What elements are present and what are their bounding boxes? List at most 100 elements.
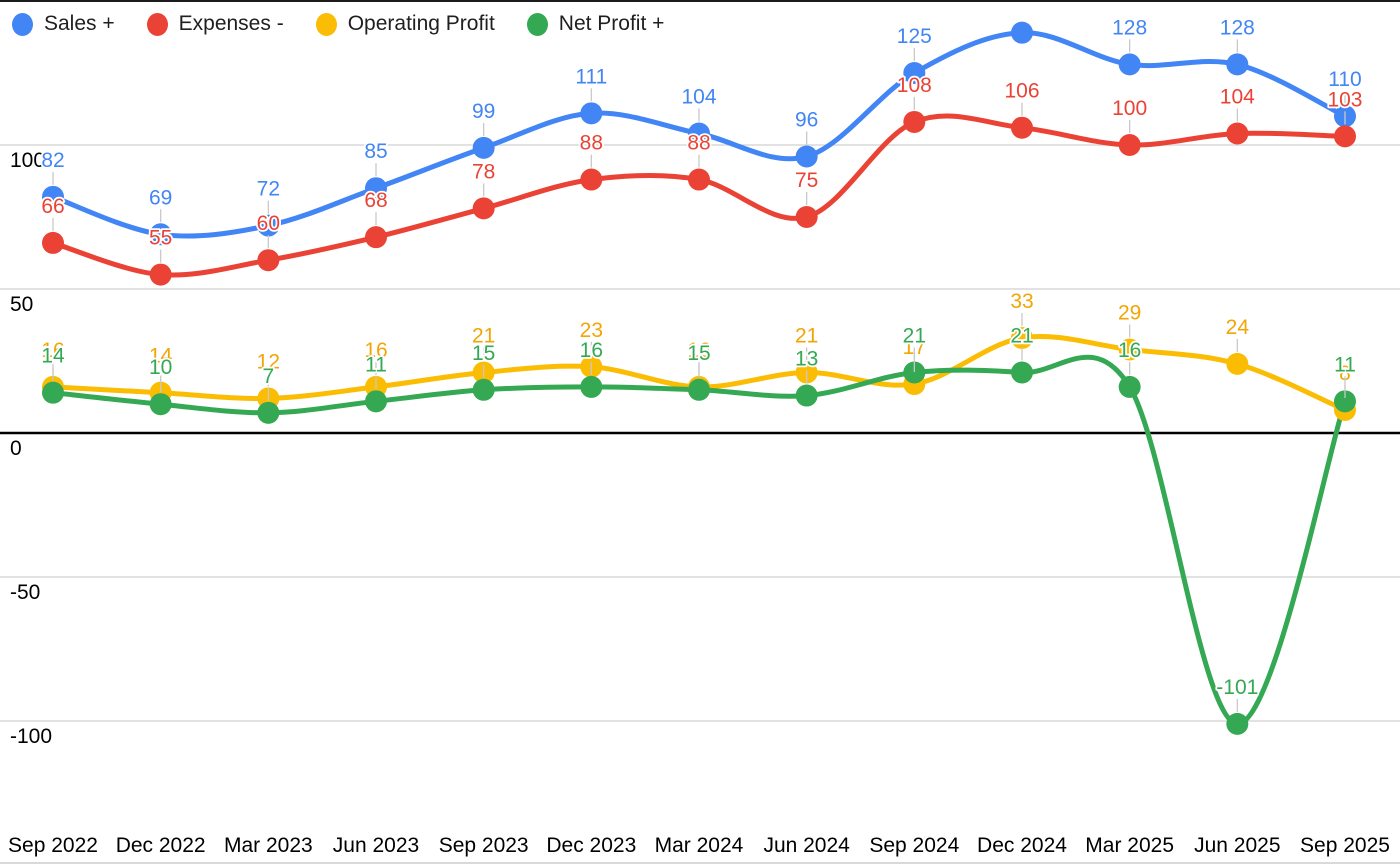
point-label-net-profit: 21 — [1010, 325, 1033, 348]
x-tick-label: Mar 2025 — [1085, 834, 1174, 857]
series-dot-sales — [580, 102, 603, 125]
series-dot-net-profit — [472, 378, 495, 401]
x-tick-label: Dec 2022 — [116, 834, 206, 857]
series-dot-operating-profit — [1010, 326, 1033, 349]
point-label-sales: 110 — [1328, 68, 1361, 91]
series-dot-expenses — [1118, 134, 1141, 156]
point-label-expenses: 78 — [472, 160, 495, 183]
point-label-sales: 82 — [41, 149, 64, 172]
point-label-net-profit: 11 — [1334, 353, 1356, 376]
y-tick-label: 100 — [10, 149, 45, 172]
point-label-operating-profit: 21 — [472, 325, 495, 348]
point-label-expenses: 103 — [1327, 88, 1362, 111]
x-tick-label: Sep 2025 — [1300, 834, 1390, 857]
series-dot-net-profit — [42, 381, 64, 404]
point-label-operating-profit: 8 — [1339, 362, 1351, 385]
point-label-sales: 72 — [257, 178, 280, 201]
series-dot-expenses — [257, 249, 280, 272]
point-label-sales: 85 — [364, 140, 387, 163]
series-dot-sales — [795, 145, 818, 168]
point-label-operating-profit: 14 — [149, 345, 173, 368]
point-label-expenses: 88 — [580, 132, 603, 155]
x-tick-label: Mar 2024 — [655, 834, 744, 857]
legend-dot-sales — [12, 12, 33, 36]
point-label-net-profit: 15 — [472, 342, 495, 365]
point-label-expenses: 68 — [364, 189, 387, 212]
point-label-sales: 96 — [795, 109, 818, 132]
point-label-net-profit: 11 — [365, 353, 387, 376]
legend-item-sales[interactable]: Sales + — [12, 12, 115, 36]
series-dot-sales — [364, 177, 387, 200]
point-label-net-profit: 13 — [795, 348, 818, 371]
x-tick-label: Jun 2024 — [763, 834, 850, 857]
point-label-expenses: 108 — [897, 74, 932, 97]
series-dot-net-profit — [580, 375, 603, 398]
series-dot-expenses — [1010, 116, 1033, 139]
series-dot-net-profit — [364, 390, 387, 413]
point-label-expenses: 55 — [149, 227, 172, 250]
series-dot-net-profit — [1226, 712, 1249, 735]
point-label-sales: 111 — [575, 65, 607, 88]
series-dot-net-profit — [795, 384, 818, 407]
legend-dot-net-profit — [526, 12, 548, 36]
series-dot-net-profit — [687, 378, 710, 401]
series-dot-sales — [149, 223, 172, 246]
series-dot-expenses — [1226, 122, 1249, 145]
x-tick-label: Sep 2024 — [869, 834, 959, 857]
legend-dot-operating-profit — [315, 12, 337, 36]
point-label-sales: 128 — [1112, 16, 1147, 39]
point-label-net-profit: -101 — [1216, 676, 1258, 699]
series-dot-sales — [903, 62, 926, 84]
point-label-net-profit: 16 — [580, 339, 603, 362]
point-label-expenses: 100 — [1112, 97, 1147, 120]
x-tick-label: Jun 2023 — [333, 834, 419, 857]
legend-label: Expenses - — [178, 12, 284, 35]
x-tick-label: Dec 2023 — [546, 834, 636, 857]
point-label-operating-profit: 16 — [687, 339, 710, 362]
point-label-operating-profit: 16 — [41, 339, 64, 362]
x-tick-label: Sep 2022 — [8, 834, 98, 857]
point-label-expenses: 60 — [257, 212, 280, 235]
x-tick-label: Sep 2023 — [439, 834, 529, 857]
point-label-sales: 99 — [472, 100, 495, 123]
point-label-operating-profit: 16 — [364, 339, 387, 362]
legend-item-net-profit[interactable]: Net Profit + — [526, 12, 664, 36]
point-label-operating-profit: 12 — [257, 350, 280, 373]
point-label-expenses: 66 — [41, 195, 64, 218]
point-label-net-profit: 10 — [149, 356, 172, 379]
legend-dot-expenses — [146, 12, 168, 36]
legend-label: Operating Profit — [347, 12, 495, 35]
series-dot-expenses — [580, 168, 603, 191]
point-label-net-profit: 21 — [903, 325, 926, 348]
point-label-net-profit: 14 — [41, 345, 65, 368]
x-tick-label: Dec 2024 — [977, 834, 1067, 857]
y-tick-label: -100 — [10, 725, 52, 748]
series-dot-sales — [42, 185, 64, 208]
legend-item-expenses[interactable]: Expenses - — [146, 12, 284, 36]
x-tick-label: Mar 2023 — [224, 834, 313, 857]
series-dot-net-profit — [257, 401, 280, 424]
series-dot-sales — [1226, 53, 1249, 76]
legend-item-operating-profit[interactable]: Operating Profit — [315, 12, 495, 36]
point-label-sales: 128 — [1220, 16, 1255, 39]
series-dot-sales — [1010, 21, 1033, 44]
point-label-expenses: 88 — [687, 132, 710, 155]
y-tick-label: 0 — [10, 437, 22, 460]
point-label-net-profit: 7 — [262, 365, 274, 388]
point-label-sales: 125 — [897, 25, 932, 48]
point-label-net-profit: 15 — [687, 342, 710, 365]
series-dot-operating-profit — [1226, 352, 1249, 375]
series-dot-expenses — [149, 263, 172, 286]
series-dot-net-profit — [903, 361, 926, 384]
series-dot-net-profit — [1333, 390, 1356, 413]
series-dot-net-profit — [149, 393, 172, 416]
point-label-operating-profit: 24 — [1226, 316, 1250, 339]
y-tick-label: 50 — [10, 293, 33, 316]
point-label-operating-profit: 29 — [1118, 301, 1141, 324]
series-dot-expenses — [472, 197, 495, 220]
series-dot-sales — [687, 122, 710, 145]
point-label-sales: 69 — [149, 186, 172, 209]
series-dot-expenses — [364, 226, 387, 249]
